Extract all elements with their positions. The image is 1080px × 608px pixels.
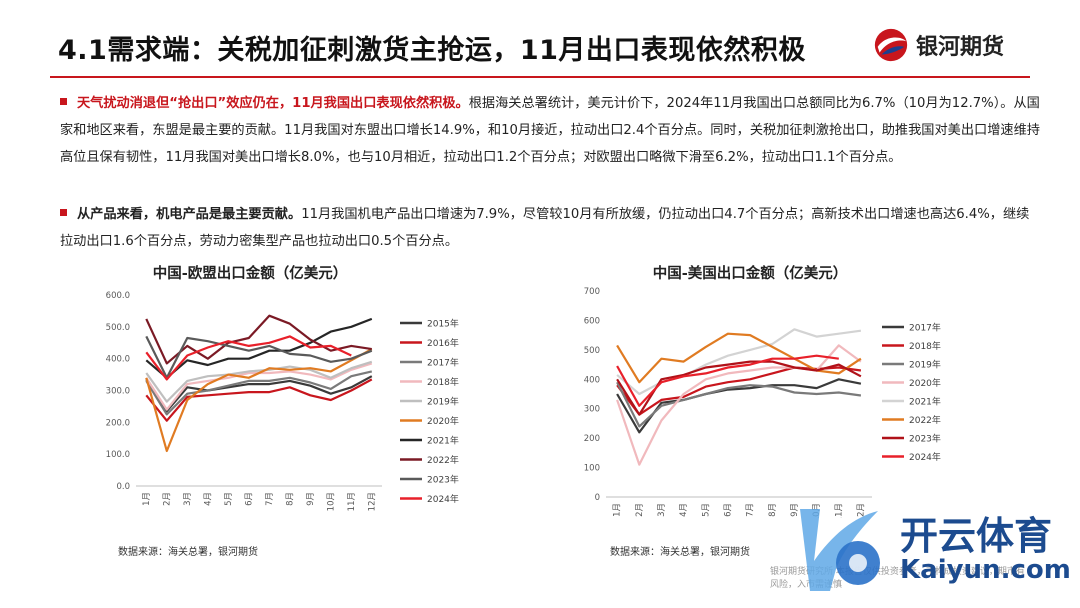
slide-title: 4.1需求端：关税加征刺激货主抢运，11月出口表现依然积极 (58, 35, 806, 66)
legend-label: 2024年 (909, 451, 941, 463)
paragraph-highlight: 天气扰动消退但“抢出口”效应仍在，11月我国出口表现依然积极。 (77, 96, 469, 111)
legend-label: 2023年 (427, 474, 459, 486)
x-tick-label: 8月 (285, 492, 295, 506)
kaiyun-k-icon (800, 509, 880, 591)
company-logo: 银河期货 (872, 26, 1004, 64)
legend-label: 2022年 (909, 414, 941, 426)
watermark: 开云体育 Kaiyun.com (792, 505, 1071, 595)
series-line-2019年 (145, 360, 373, 403)
x-tick-label: 12月 (856, 503, 866, 518)
series-line-2022年 (616, 332, 862, 384)
series-line-2020年 (145, 348, 373, 453)
logo-text: 银河期货 (916, 35, 1005, 60)
x-tick-label: 7月 (265, 492, 275, 506)
x-tick-label: 4月 (679, 503, 689, 517)
legend-label: 2020年 (427, 415, 459, 427)
series-line-2024年 (616, 354, 839, 407)
y-tick-label: 400 (584, 375, 600, 385)
watermark-en-text: Kaiyun.com (900, 555, 1071, 585)
y-tick-label: 400.0 (106, 355, 130, 365)
x-tick-label: 9月 (790, 503, 800, 517)
x-tick-label: 8月 (768, 503, 778, 517)
chart-us-exports: 0 100 200 300 400 500 600 700 1月 2月 3月 4月 5月 6月 7月 8月 9月… (584, 287, 941, 518)
source-note-us: 数据来源：海关总署，银河期货 (610, 547, 750, 558)
legend-label: 2017年 (427, 357, 459, 369)
y-tick-label: 500.0 (106, 323, 130, 333)
y-tick-label: 200.0 (106, 418, 130, 428)
y-tick-label: 600.0 (106, 291, 130, 301)
series-line-2022年 (145, 314, 372, 365)
x-tick-label: 11月 (834, 503, 844, 518)
paragraph-body: 根据海关总署统计，美元计价下，2024年11月我国出口总额同比为6.7%（10月… (60, 96, 1040, 165)
series-line-2020年 (616, 344, 862, 466)
y-tick-label: 200 (584, 434, 600, 444)
legend-label: 2018年 (427, 376, 459, 388)
legend-label: 2016年 (427, 337, 459, 349)
paragraph-products: 从产品来看，机电产品是最主要贡献。11月我国机电产品出口增速为7.9%，尽管较1… (60, 201, 1040, 255)
x-tick-label: 6月 (723, 503, 733, 517)
y-tick-label: 600 (584, 316, 600, 326)
legend-label: 2020年 (909, 377, 941, 389)
y-tick-label: 700 (584, 287, 600, 297)
legend-label: 2023年 (909, 433, 941, 445)
paragraph-highlight: 从产品来看，机电产品是最主要贡献。 (77, 207, 302, 222)
x-tick-label: 4月 (203, 492, 213, 506)
x-tick-label: 10月 (326, 492, 336, 511)
paragraph-exports: 天气扰动消退但“抢出口”效应仍在，11月我国出口表现依然积极。根据海关总署统计，… (60, 90, 1040, 171)
x-tick-label: 3月 (657, 503, 667, 517)
series-line-2017年 (145, 370, 373, 416)
y-tick-label: 100.0 (106, 450, 130, 460)
series-line-2016年 (145, 378, 373, 422)
legend-label: 2024年 (427, 493, 459, 505)
legend-label: 2015年 (427, 318, 459, 330)
y-tick-label: 300.0 (106, 387, 130, 397)
x-tick-label: 7月 (746, 503, 756, 517)
series-line-2024年 (145, 335, 352, 381)
legend-label: 2018年 (909, 340, 941, 352)
y-tick-label: 500 (584, 346, 600, 356)
x-tick-label: 5月 (701, 503, 711, 517)
watermark-cn-text: 开云体育 (900, 514, 1053, 558)
legend-label: 2021年 (427, 435, 459, 447)
bullet-marker (60, 208, 67, 216)
title-divider (50, 76, 1030, 78)
legend-label: 2017年 (909, 322, 941, 334)
x-tick-label: 2月 (162, 492, 172, 506)
x-tick-label: 1月 (613, 503, 623, 517)
x-tick-label: 2月 (635, 503, 645, 517)
galaxy-logo-icon (874, 28, 908, 62)
y-tick-label: 0 (595, 493, 600, 503)
x-tick-label: 1月 (142, 492, 152, 506)
x-tick-label: 11月 (347, 492, 357, 511)
chart-title-eu: 中国-欧盟出口金额（亿美元） (152, 266, 348, 282)
y-tick-label: 300 (584, 405, 600, 415)
series-line-2019年 (616, 381, 862, 428)
series-line-2021年 (145, 317, 373, 379)
y-tick-label: 0.0 (116, 482, 130, 492)
series-line-2017年 (616, 378, 862, 434)
legend-label: 2021年 (909, 396, 941, 408)
x-tick-label: 5月 (224, 492, 234, 506)
bullet-marker (60, 97, 67, 105)
series-line-2023年 (145, 335, 373, 379)
x-tick-label: 6月 (244, 492, 254, 506)
chart-eu-exports: 0.0 100.0 200.0 300.0 400.0 500.0 600.0 1月 2月 3月 4… (106, 291, 459, 511)
series-line-2015年 (145, 375, 373, 413)
disclaimer-note: 银河期货研究所 本报告仅供投资参考，不构成投资建议，期市有风险，入市需谨慎 (770, 567, 1025, 590)
legend-label: 2019年 (427, 396, 459, 408)
x-tick-label: 12月 (367, 492, 377, 511)
chart-title-us: 中国-美国出口金额（亿美元） (652, 266, 848, 282)
paragraph-body: 11月我国机电产品出口增速为7.9%，尽管较10月有所放缓，仍拉动出口4.7个百… (60, 207, 1030, 249)
legend-label: 2022年 (427, 454, 459, 466)
y-tick-label: 100 (584, 464, 600, 474)
source-note-eu: 数据来源：海关总署，银河期货 (118, 547, 258, 558)
x-tick-label: 3月 (183, 492, 193, 506)
x-tick-label: 9月 (306, 492, 316, 506)
legend-label: 2019年 (909, 359, 941, 371)
